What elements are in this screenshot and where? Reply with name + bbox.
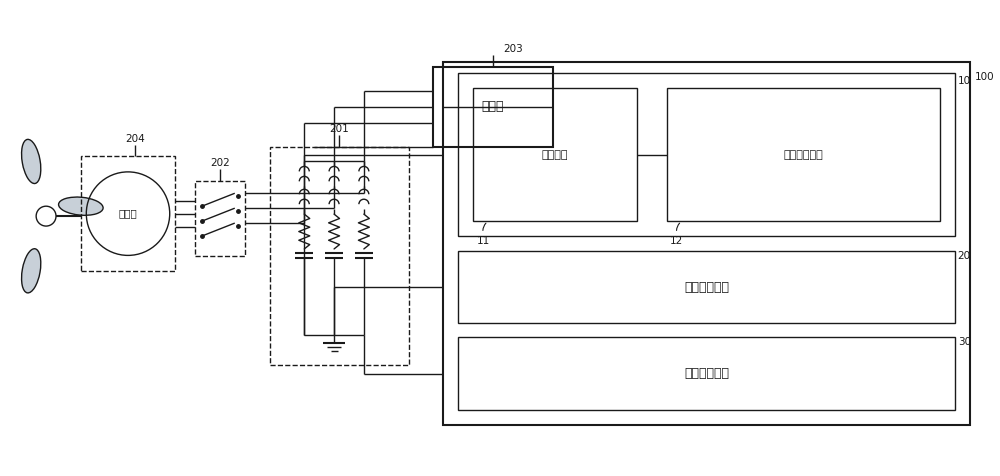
Text: 100: 100 <box>975 72 994 82</box>
Bar <box>458 337 955 410</box>
Text: 201: 201 <box>329 124 349 134</box>
Bar <box>473 88 637 221</box>
Ellipse shape <box>59 197 103 215</box>
Text: 10: 10 <box>958 76 971 86</box>
Text: 204: 204 <box>126 134 145 144</box>
Text: 12: 12 <box>670 236 683 246</box>
Bar <box>458 251 955 323</box>
Text: 变流器: 变流器 <box>482 100 504 113</box>
Text: 202: 202 <box>210 159 230 169</box>
Text: 信号处理模块: 信号处理模块 <box>783 149 823 159</box>
Bar <box>458 73 955 236</box>
Ellipse shape <box>22 249 41 293</box>
Text: 30: 30 <box>958 337 971 347</box>
Ellipse shape <box>22 139 41 184</box>
Bar <box>195 181 245 256</box>
Bar <box>443 62 970 425</box>
Text: 11: 11 <box>476 236 490 246</box>
Bar <box>81 157 175 271</box>
Text: 203: 203 <box>503 44 523 54</box>
Text: 发电机: 发电机 <box>119 208 137 218</box>
Text: 故障检测电路: 故障检测电路 <box>684 367 729 380</box>
Circle shape <box>36 206 56 226</box>
Text: 检波电路: 检波电路 <box>542 149 568 159</box>
Bar <box>433 67 553 147</box>
Bar <box>270 147 409 365</box>
Text: 故障检测电路: 故障检测电路 <box>684 280 729 294</box>
Text: 20: 20 <box>958 251 971 261</box>
Bar <box>667 88 940 221</box>
